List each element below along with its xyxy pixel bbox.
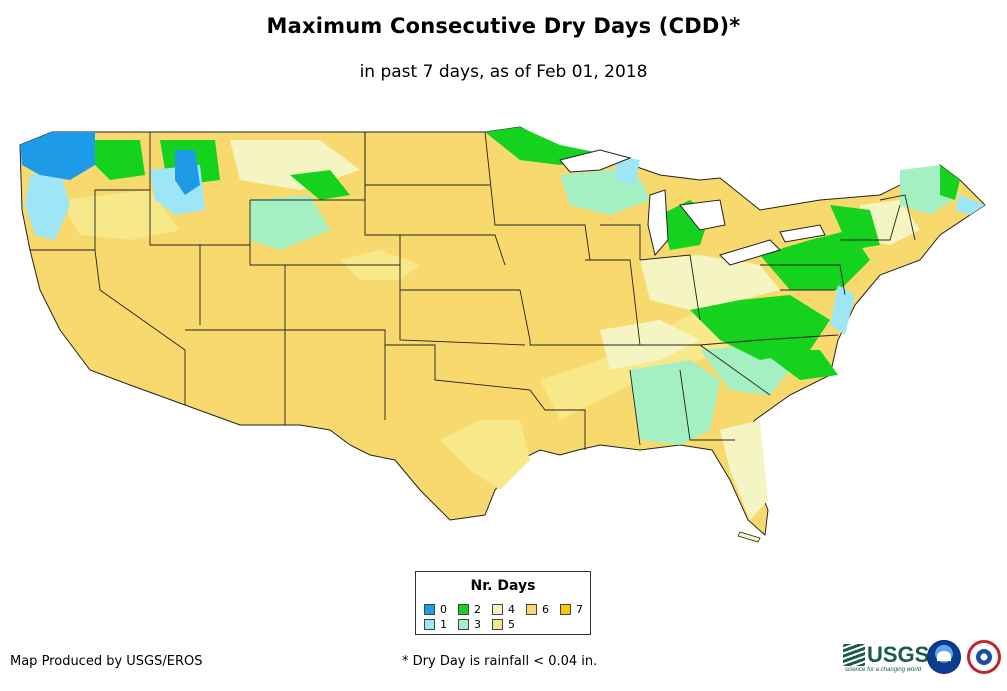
legend-item-3: 3 xyxy=(458,618,481,631)
legend-label-1: 1 xyxy=(440,618,447,631)
legend-swatch-5 xyxy=(492,619,503,630)
legend-label-4: 4 xyxy=(508,603,515,616)
agency-logos: USGS science for a changing world xyxy=(843,640,1003,676)
legend: Nr. Days 0 1 2 3 4 5 6 7 xyxy=(415,571,591,635)
legend-item-4: 4 xyxy=(492,603,515,616)
legend-swatch-0 xyxy=(424,604,435,615)
legend-item-5: 5 xyxy=(492,618,515,631)
nws-logo xyxy=(967,640,1001,674)
legend-label-5: 5 xyxy=(508,618,515,631)
legend-label-2: 2 xyxy=(474,603,481,616)
noaa-logo xyxy=(927,640,961,674)
legend-swatch-6 xyxy=(526,604,537,615)
usgs-logo: USGS xyxy=(843,642,929,668)
legend-title: Nr. Days xyxy=(470,578,536,594)
legend-label-6: 6 xyxy=(542,603,549,616)
legend-swatch-4 xyxy=(492,604,503,615)
map-title: Maximum Consecutive Dry Days (CDD)* xyxy=(266,14,741,38)
legend-item-0: 0 xyxy=(424,603,447,616)
florida-keys xyxy=(737,531,761,543)
region-1-days xyxy=(25,155,985,335)
legend-label-3: 3 xyxy=(474,618,481,631)
legend-label-0: 0 xyxy=(440,603,447,616)
legend-item-7: 7 xyxy=(560,603,583,616)
legend-item-2: 2 xyxy=(458,603,481,616)
state-borders xyxy=(30,131,916,450)
usgs-tagline: science for a changing world xyxy=(845,667,922,673)
legend-label-7: 7 xyxy=(576,603,583,616)
region-0-days xyxy=(20,132,200,195)
usgs-logo-text: USGS xyxy=(867,642,930,667)
great-lakes xyxy=(559,149,826,266)
us-dry-days-map xyxy=(19,126,986,543)
legend-swatch-3 xyxy=(458,619,469,630)
credit-text: Map Produced by USGS/EROS xyxy=(10,654,203,669)
legend-item-1: 1 xyxy=(424,618,447,631)
legend-swatch-2 xyxy=(458,604,469,615)
map-subtitle: in past 7 days, as of Feb 01, 2018 xyxy=(359,62,648,82)
usgs-wave-icon xyxy=(843,644,865,666)
dry-day-footnote: * Dry Day is rainfall < 0.04 in. xyxy=(402,654,598,669)
legend-swatch-1 xyxy=(424,619,435,630)
legend-item-6: 6 xyxy=(526,603,549,616)
legend-swatch-7 xyxy=(560,604,571,615)
